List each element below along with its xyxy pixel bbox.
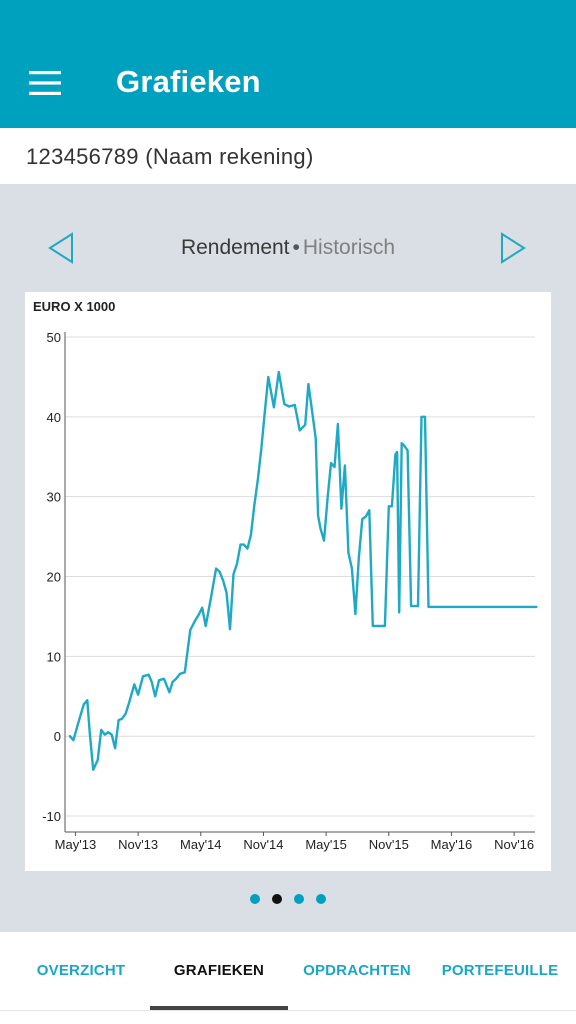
chart-option-separator: • <box>292 236 300 259</box>
x-tick-label: Nov'14 <box>243 837 283 852</box>
y-tick-label: 50 <box>47 330 61 345</box>
tab-bar-divider <box>0 1010 576 1011</box>
x-tick-label: May'14 <box>180 837 222 852</box>
y-tick-label: -10 <box>42 809 61 824</box>
previous-chart-button[interactable] <box>46 232 78 264</box>
page-dot[interactable] <box>316 894 326 904</box>
y-tick-label: 10 <box>47 649 61 664</box>
menu-icon <box>29 71 61 95</box>
line-chart[interactable]: EURO X 1000 -10 0 10 20 30 40 50 May'13 Nov'13 May… <box>25 292 551 871</box>
x-tick-label: May'16 <box>431 837 473 852</box>
chevron-right-icon <box>501 232 526 264</box>
account-name: 123456789 (Naam rekening) <box>26 144 314 169</box>
x-tick-label: Nov'13 <box>118 837 158 852</box>
y-tick-label: 30 <box>47 490 61 505</box>
series-line <box>68 370 538 771</box>
chart-option-historisch[interactable]: Historisch <box>302 236 396 259</box>
y-axis-label: EURO X 1000 <box>33 299 115 314</box>
next-chart-button[interactable] <box>498 232 530 264</box>
tab-grafieken[interactable]: GRAFIEKEN <box>173 962 265 979</box>
tab-overzicht[interactable]: OVERZICHT <box>36 962 126 979</box>
chart-option-rendement[interactable]: Rendement <box>180 236 290 259</box>
x-tick-label: Nov'15 <box>369 837 409 852</box>
account-bar <box>0 128 576 184</box>
chart-card: EURO X 1000 -10 0 10 20 30 40 50 May'13 Nov'13 May… <box>25 292 551 871</box>
y-tick-label: 0 <box>54 729 61 744</box>
tab-portefeuille[interactable]: PORTEFEUILLE <box>441 962 559 979</box>
chart-type-switch: Rendement • Historisch <box>0 236 576 260</box>
y-tick-label: 20 <box>47 570 61 585</box>
tab-opdrachten[interactable]: OPDRACHTEN <box>303 962 411 979</box>
menu-button[interactable] <box>22 60 68 106</box>
y-tick-label: 40 <box>47 410 61 425</box>
page-dot[interactable] <box>250 894 260 904</box>
x-tick-label: May'13 <box>55 837 97 852</box>
chevron-left-icon <box>48 232 73 264</box>
x-tick-label: May'15 <box>305 837 347 852</box>
x-tick-label: Nov'16 <box>494 837 534 852</box>
page-dot[interactable] <box>272 894 282 904</box>
app-bar: Grafieken <box>0 0 576 128</box>
page-title: Grafieken <box>116 64 261 99</box>
page-dot[interactable] <box>294 894 304 904</box>
bottom-tab-bar <box>0 932 576 1024</box>
page-indicator <box>0 894 576 910</box>
active-tab-indicator <box>150 1006 288 1010</box>
